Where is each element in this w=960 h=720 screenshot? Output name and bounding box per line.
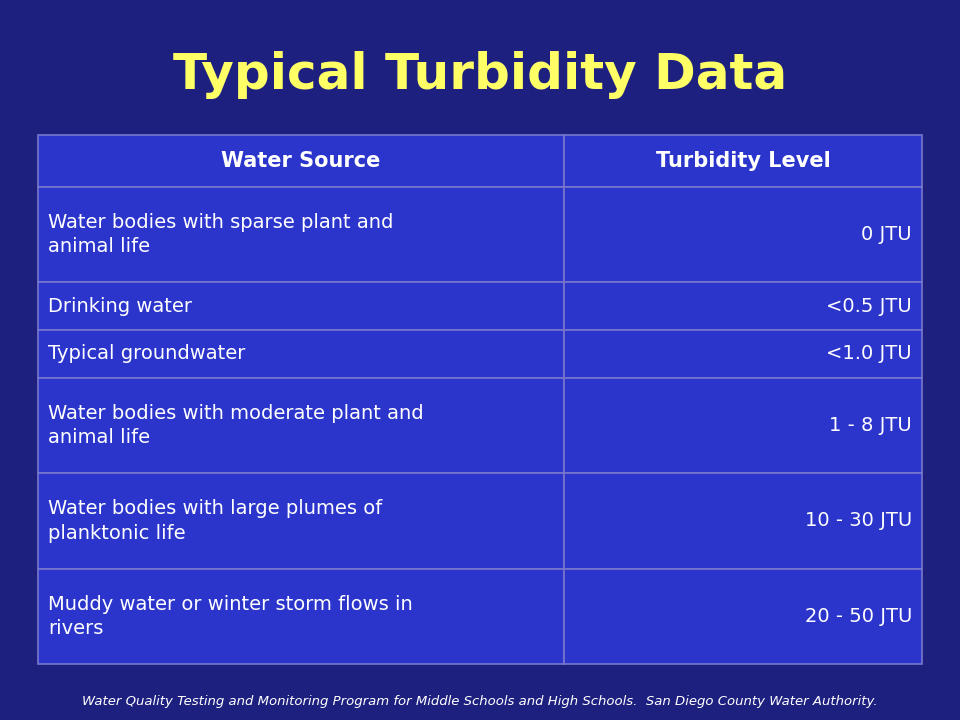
Text: Drinking water: Drinking water [48,297,192,316]
Text: Typical Turbidity Data: Typical Turbidity Data [173,51,787,99]
Text: Turbidity Level: Turbidity Level [656,151,830,171]
Text: Water Source: Water Source [222,151,381,171]
Text: 0 JTU: 0 JTU [861,225,912,244]
Bar [38,187,564,282]
Bar [38,282,564,330]
Bar [38,569,564,664]
Bar [38,135,564,187]
Bar [564,135,922,187]
Bar [564,282,922,330]
Text: Water bodies with large plumes of
planktonic life: Water bodies with large plumes of plankt… [48,499,382,543]
Text: <0.5 JTU: <0.5 JTU [827,297,912,316]
Bar [38,378,564,473]
Bar [564,569,922,664]
Bar [564,330,922,378]
Bar [564,473,922,569]
Text: Typical groundwater: Typical groundwater [48,344,246,364]
Text: 20 - 50 JTU: 20 - 50 JTU [804,607,912,626]
Text: 1 - 8 JTU: 1 - 8 JTU [829,416,912,435]
Bar [564,187,922,282]
Text: <1.0 JTU: <1.0 JTU [827,344,912,364]
Bar [38,473,564,569]
Text: Water bodies with moderate plant and
animal life: Water bodies with moderate plant and ani… [48,404,423,447]
Bar [38,330,564,378]
Bar [564,378,922,473]
Text: Water bodies with sparse plant and
animal life: Water bodies with sparse plant and anima… [48,213,394,256]
Text: 10 - 30 JTU: 10 - 30 JTU [804,511,912,531]
Text: Muddy water or winter storm flows in
rivers: Muddy water or winter storm flows in riv… [48,595,413,638]
Text: Water Quality Testing and Monitoring Program for Middle Schools and High Schools: Water Quality Testing and Monitoring Pro… [83,695,877,708]
